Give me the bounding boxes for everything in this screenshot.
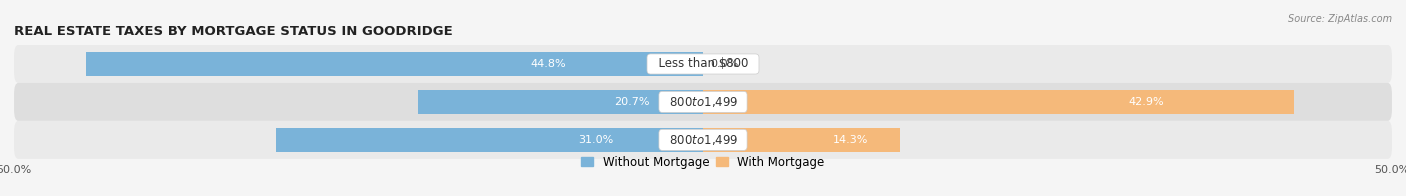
Bar xyxy=(703,90,1294,114)
Text: Source: ZipAtlas.com: Source: ZipAtlas.com xyxy=(1288,14,1392,24)
Text: 42.9%: 42.9% xyxy=(1129,97,1164,107)
Text: 31.0%: 31.0% xyxy=(579,135,614,145)
Text: 20.7%: 20.7% xyxy=(614,97,650,107)
Text: 0.0%: 0.0% xyxy=(710,59,738,69)
Bar xyxy=(276,128,703,152)
Text: REAL ESTATE TAXES BY MORTGAGE STATUS IN GOODRIDGE: REAL ESTATE TAXES BY MORTGAGE STATUS IN … xyxy=(14,25,453,38)
Bar xyxy=(703,128,900,152)
Bar xyxy=(418,90,703,114)
FancyBboxPatch shape xyxy=(14,121,1392,159)
FancyBboxPatch shape xyxy=(14,83,1392,121)
Text: $800 to $1,499: $800 to $1,499 xyxy=(662,95,744,109)
Text: 44.8%: 44.8% xyxy=(531,59,567,69)
Text: 14.3%: 14.3% xyxy=(834,135,869,145)
Legend: Without Mortgage, With Mortgage: Without Mortgage, With Mortgage xyxy=(581,156,825,169)
FancyBboxPatch shape xyxy=(14,45,1392,83)
Text: $800 to $1,499: $800 to $1,499 xyxy=(662,133,744,147)
Bar xyxy=(86,52,703,76)
Text: Less than $800: Less than $800 xyxy=(651,57,755,71)
